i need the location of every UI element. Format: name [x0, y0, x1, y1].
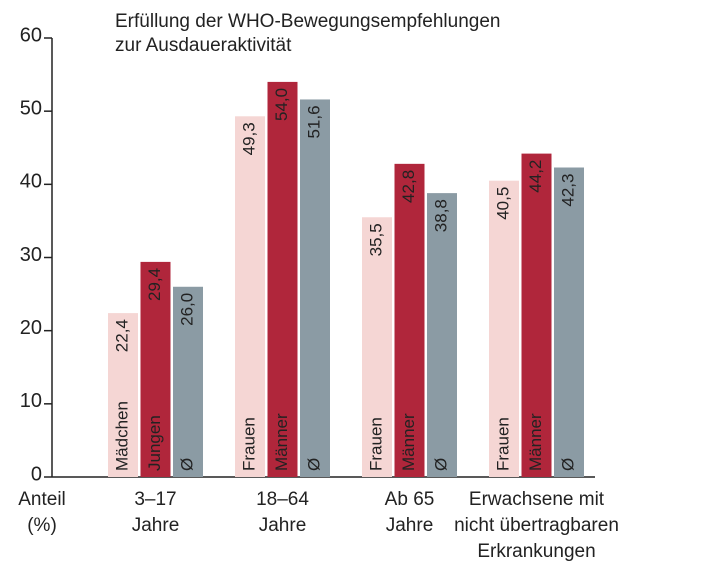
x-tick-label: Jahre — [132, 515, 180, 536]
value-label: 40,5 — [493, 187, 512, 220]
bar — [489, 180, 519, 478]
y-tick-label: 40 — [20, 171, 42, 193]
y-tick-label: 50 — [20, 97, 42, 119]
bar-name: Ø — [431, 458, 450, 471]
bar — [267, 81, 298, 478]
bar — [235, 116, 265, 477]
bar-name: Ø — [558, 458, 577, 471]
bar — [554, 167, 584, 477]
bar — [173, 286, 203, 477]
bar-name: Ø — [304, 458, 323, 471]
bar — [394, 163, 425, 477]
value-label: 38,8 — [431, 199, 450, 232]
bar-name: Mädchen — [112, 401, 131, 471]
bar-name: Ø — [177, 458, 196, 471]
bar-name: Männer — [399, 413, 418, 471]
x-tick-label: Erkrankungen — [477, 541, 595, 562]
value-label: 54,0 — [272, 88, 291, 121]
y-tick-label: 0 — [31, 463, 42, 485]
y-axis-label: Anteil — [18, 489, 66, 510]
chart-title: Erfüllung der WHO-Bewegungsempfehlungen — [115, 11, 501, 32]
bar — [300, 99, 330, 478]
y-tick-label: 10 — [20, 390, 42, 412]
bar-name: Frauen — [366, 417, 385, 471]
chart-title: zur Ausdaueraktivität — [115, 35, 292, 56]
value-label: 42,3 — [558, 174, 577, 207]
value-label: 22,4 — [112, 319, 131, 352]
y-tick-label: 60 — [20, 24, 42, 46]
x-tick-label: 18–64 — [256, 489, 309, 510]
x-tick-label: Ab 65 — [385, 489, 435, 510]
x-tick-label: Jahre — [259, 515, 307, 536]
bar — [427, 193, 457, 477]
bar-name: Frauen — [493, 417, 512, 471]
value-label: 49,3 — [239, 122, 258, 155]
value-label: 44,2 — [526, 160, 545, 193]
y-tick-label: 30 — [20, 244, 42, 266]
bar-name: Männer — [272, 413, 291, 471]
x-tick-label: nicht übertragbaren — [454, 515, 619, 536]
value-label: 26,0 — [177, 293, 196, 326]
y-tick-label: 20 — [20, 317, 42, 339]
bar — [108, 313, 138, 477]
bar-name: Frauen — [239, 417, 258, 471]
x-tick-label: Erwachsene mit — [469, 489, 605, 510]
bar-name: Jungen — [145, 415, 164, 471]
x-tick-label: 3–17 — [134, 489, 176, 510]
bar — [140, 261, 171, 477]
value-label: 42,8 — [399, 170, 418, 203]
bar — [362, 217, 392, 477]
y-axis-label: (%) — [27, 515, 57, 536]
value-label: 35,5 — [366, 223, 385, 256]
value-label: 29,4 — [145, 268, 164, 301]
x-tick-label: Jahre — [386, 515, 434, 536]
value-label: 51,6 — [304, 105, 323, 138]
bar-name: Männer — [526, 413, 545, 471]
bar — [521, 153, 552, 477]
